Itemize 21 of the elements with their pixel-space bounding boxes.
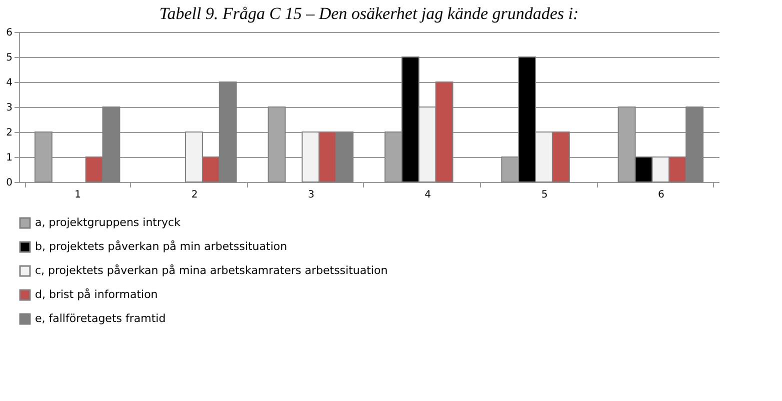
legend-label: a, projektgruppens intryck — [35, 216, 182, 229]
y-tick-label: 6 — [6, 28, 12, 38]
legend-label: e, fallföretagets framtid — [35, 312, 166, 325]
bar — [34, 132, 52, 182]
bar — [268, 106, 286, 182]
y-tick-label: 1 — [6, 152, 12, 164]
y-tick-label: 3 — [6, 102, 12, 114]
legend-label: c, projektets påverkan på mina arbetskamraters arbetssituation — [35, 264, 388, 277]
legend-label: b, projektets påverkan på min arbetssituation — [35, 240, 288, 253]
y-tick-label: 5 — [6, 52, 12, 64]
y-tick-label: 0 — [6, 178, 12, 188]
y-tick-label: 2 — [6, 128, 12, 138]
x-tick-label: 1 — [74, 190, 82, 200]
x-tick-label: 4 — [424, 190, 432, 200]
chart-title: Tabell 9. Fråga C 15 – Den osäkerhet jag kände grundades i: — [159, 4, 579, 23]
x-tick-label: 3 — [308, 190, 314, 200]
x-tick-label: 5 — [541, 190, 548, 200]
y-tick-label: 4 — [6, 78, 12, 88]
x-tick-label: 6 — [658, 190, 664, 200]
x-tick-label: 2 — [191, 190, 198, 200]
legend-label: d, brist på information — [35, 288, 158, 301]
